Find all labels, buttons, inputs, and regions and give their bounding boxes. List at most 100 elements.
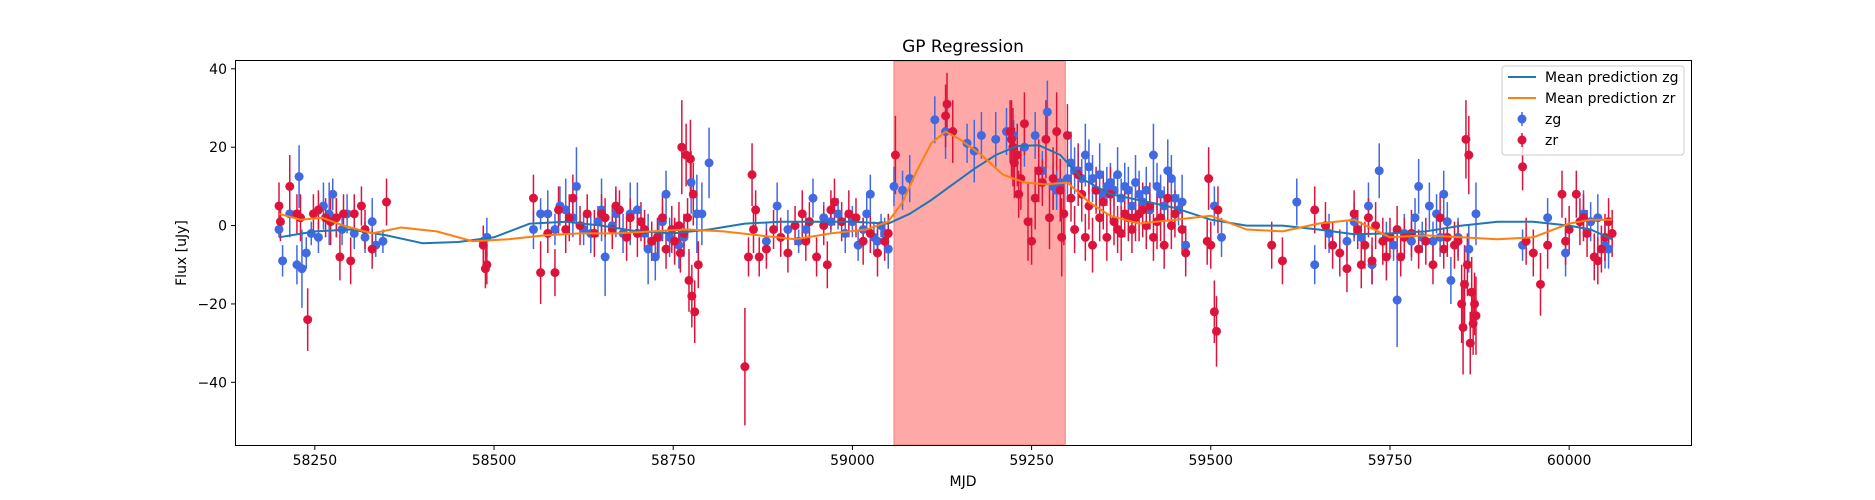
y-tick-label: 40 — [209, 62, 227, 78]
prediction-line — [278, 144, 1613, 245]
data-point-zr — [614, 205, 624, 215]
data-point-zr — [1052, 127, 1062, 137]
data-point-zr — [1181, 248, 1191, 258]
data-point-zr — [822, 260, 832, 270]
data-point-zr — [1034, 166, 1044, 176]
legend-label: zg — [1545, 112, 1561, 128]
data-point-zr — [761, 244, 771, 254]
data-point-zg — [862, 209, 872, 219]
data-point-zg — [650, 252, 660, 262]
data-point-zg — [1543, 213, 1553, 223]
x-axis-title: MJD — [950, 474, 977, 490]
data-point-zr — [1470, 299, 1480, 309]
data-point-zr — [1277, 256, 1287, 266]
data-point-zr — [528, 193, 538, 203]
data-point-zr — [865, 228, 875, 238]
data-point-zr — [1342, 264, 1352, 274]
data-point-zr — [1571, 189, 1581, 199]
data-point-zg — [1392, 295, 1402, 305]
data-point-zg — [1363, 201, 1373, 211]
data-point-zr — [687, 291, 697, 301]
data-point-zr — [1007, 134, 1017, 144]
data-point-zr — [1396, 252, 1406, 262]
data-point-zr — [1170, 209, 1180, 219]
data-point-zg — [1389, 240, 1399, 250]
data-point-zr — [1019, 119, 1029, 129]
data-point-zr — [1435, 213, 1445, 223]
data-point-zg — [301, 248, 311, 258]
data-point-zr — [1080, 232, 1090, 242]
data-point-zr — [747, 170, 757, 180]
data-point-zr — [754, 252, 764, 262]
data-point-zg — [1217, 232, 1227, 242]
x-tick-label: 59750 — [1368, 453, 1413, 469]
data-point-zr — [1414, 244, 1424, 254]
data-point-zr — [790, 221, 800, 231]
data-point-zr — [1098, 197, 1108, 207]
data-point-zg — [1439, 189, 1449, 199]
data-point-zr — [275, 217, 285, 227]
data-point-zg — [991, 134, 1001, 144]
line-layer — [278, 130, 1613, 245]
data-point-zr — [335, 252, 345, 262]
data-point-zg — [1030, 130, 1040, 140]
data-point-zg — [378, 236, 388, 246]
data-point-zr — [1353, 224, 1363, 234]
data-point-zr — [880, 236, 890, 246]
data-point-zr — [1070, 224, 1080, 234]
data-point-zg — [1410, 213, 1420, 223]
data-point-zr — [1604, 217, 1614, 227]
legend-box — [1501, 65, 1685, 156]
data-point-zg — [686, 177, 696, 187]
data-point-zr — [274, 201, 284, 211]
data-point-zr — [1012, 150, 1022, 160]
data-point-zr — [1593, 256, 1603, 266]
data-point-zg — [1141, 185, 1151, 195]
data-point-zr — [942, 99, 952, 109]
data-point-zr — [636, 217, 646, 227]
data-point-zg — [1088, 174, 1098, 184]
data-point-zr — [1116, 228, 1126, 238]
data-point-zr — [625, 213, 635, 223]
data-point-zg — [1156, 189, 1166, 199]
data-point-zr — [1109, 217, 1119, 227]
data-point-zg — [1471, 209, 1481, 219]
data-point-zr — [1467, 287, 1477, 297]
data-point-zg — [593, 217, 603, 227]
data-point-zr — [1267, 240, 1277, 250]
data-point-zr — [1356, 260, 1366, 270]
data-point-zg — [1442, 217, 1452, 227]
data-point-zg — [1374, 166, 1384, 176]
data-point-zr — [1557, 189, 1567, 199]
legend-items: Mean prediction zg Mean prediction zr zg zr — [1508, 70, 1679, 149]
data-point-zg — [1170, 193, 1180, 203]
data-point-zr — [285, 181, 295, 191]
data-point-zr — [748, 224, 758, 234]
data-point-zg — [1163, 166, 1173, 176]
data-point-zr — [331, 213, 341, 223]
legend-label: Mean prediction zg — [1545, 70, 1679, 86]
data-point-zg — [1084, 162, 1094, 172]
data-point-zg — [1181, 240, 1191, 250]
data-point-zg — [550, 224, 560, 234]
data-point-zr — [482, 260, 492, 270]
data-point-zr — [1127, 224, 1137, 234]
data-point-zr — [1102, 232, 1112, 242]
data-point-zr — [1204, 174, 1214, 184]
data-point-zr — [1596, 244, 1606, 254]
data-point-zr — [677, 142, 687, 152]
data-point-zg — [1177, 197, 1187, 207]
data-point-zr — [783, 248, 793, 258]
data-point-zr — [1535, 279, 1545, 289]
data-point-zr — [550, 268, 560, 278]
data-point-zr — [349, 209, 359, 219]
data-point-zg — [976, 130, 986, 140]
data-point-zg — [697, 209, 707, 219]
data-point-zg — [643, 244, 653, 254]
x-tick-label: 60000 — [1547, 453, 1592, 469]
data-point-zr — [1367, 256, 1377, 266]
y-tick-label: 0 — [218, 219, 227, 235]
data-point-zr — [1095, 213, 1105, 223]
data-point-zr — [883, 228, 893, 238]
